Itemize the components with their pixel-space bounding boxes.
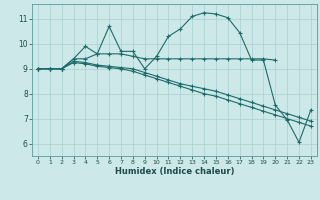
X-axis label: Humidex (Indice chaleur): Humidex (Indice chaleur) <box>115 167 234 176</box>
